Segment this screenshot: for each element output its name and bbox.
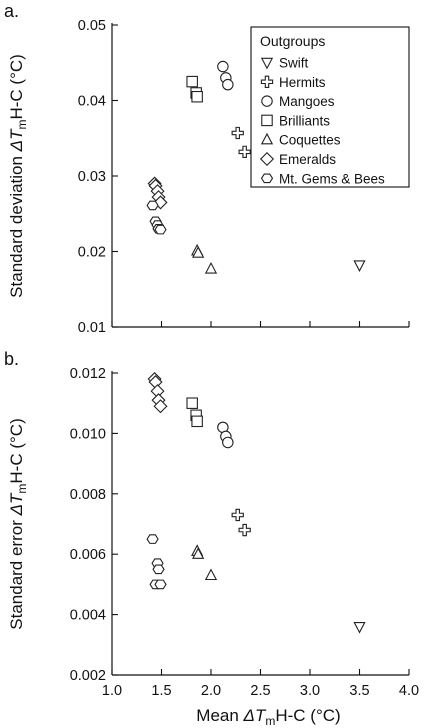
data-point-mt-gems-bees — [152, 564, 165, 575]
legend-item-swift: Swift — [260, 56, 309, 71]
data-point-emeralds — [153, 399, 168, 414]
series-brilliants — [186, 75, 203, 103]
legend-label-swift: Swift — [279, 56, 309, 71]
legend-label-coquettes: Coquettes — [279, 133, 341, 148]
y-axis-label-subscript: m — [15, 484, 29, 494]
data-point-coquettes — [204, 568, 218, 581]
x-tick-label: 1.0 — [102, 683, 122, 699]
data-point-hermits — [238, 145, 251, 158]
series-emeralds — [147, 176, 168, 210]
legend-marker-mt-gems-bees — [260, 173, 274, 184]
data-point-coquettes — [192, 246, 205, 258]
legend-item-emeralds: Emeralds — [259, 151, 336, 167]
data-point-brilliants — [186, 397, 198, 409]
legend-title: Outgroups — [260, 33, 325, 49]
legend-item-brilliants: Brilliants — [261, 113, 330, 128]
y-axis-label-prefix: Standard deviation — [7, 151, 26, 298]
x-axis-label-prefix: Mean — [196, 706, 243, 725]
y-axis-label: Standard deviation ΔTmH-C (°C) — [7, 54, 29, 298]
y-tick-label: 0.03 — [78, 169, 106, 185]
series-coquettes — [191, 544, 218, 581]
legend-label-mangoes: Mangoes — [279, 94, 335, 109]
data-point-mangoes — [217, 60, 229, 73]
data-point-hermits — [238, 523, 251, 537]
legend: Outgroups Swift Hermits Mangoes Brilliants Co… — [250, 26, 410, 188]
y-axis-label-symbol: ΔT — [7, 492, 26, 516]
panel-label: a. — [4, 1, 19, 21]
series-swift — [353, 260, 366, 272]
panel-label: b. — [4, 349, 19, 369]
series-mt-gems-bees — [146, 200, 167, 235]
legend-item-mangoes: Mangoes — [261, 94, 335, 109]
y-axis-label-suffix: H-C (°C) — [7, 54, 26, 119]
x-axis-label-subscript: m — [265, 714, 275, 728]
x-axis-label: Mean ΔTmH-C (°C) — [196, 706, 340, 728]
x-axis-label-suffix: H-C (°C) — [275, 706, 340, 725]
y-tick-label: 0.012 — [70, 366, 106, 382]
series-hermits — [231, 126, 251, 158]
x-tick-label: 4.0 — [399, 683, 419, 699]
y-tick-label: 0.004 — [70, 608, 106, 624]
legend-label-hermits: Hermits — [279, 75, 326, 90]
y-tick-label: 0.01 — [78, 320, 106, 336]
series-brilliants — [186, 397, 203, 428]
y-tick-label: 0.006 — [70, 547, 106, 563]
data-point-swift — [353, 260, 366, 272]
series-emeralds — [147, 372, 168, 414]
series-hermits — [231, 508, 251, 537]
y-tick-label: 0.008 — [70, 487, 106, 503]
data-point-mt-gems-bees — [154, 224, 167, 235]
legend-marker-coquettes — [260, 132, 274, 145]
data-point-hermits — [231, 508, 244, 522]
y-axis-label-suffix: H-C (°C) — [7, 418, 26, 483]
x-tick-label: 3.5 — [349, 683, 369, 699]
x-axis-label-symbol: ΔT — [243, 706, 267, 725]
legend-label-brilliants: Brilliants — [279, 113, 330, 128]
data-point-brilliants — [191, 415, 203, 428]
data-point-mt-gems-bees — [146, 534, 159, 544]
x-tick-label: 1.5 — [151, 683, 171, 699]
legend-label-mt-gems-bees: Mt. Gems & Bees — [279, 171, 385, 186]
panel-a: a. 0.01 0.02 0.03 0.04 0.05 Standard deviation… — [4, 1, 410, 336]
series-swift — [353, 621, 366, 634]
legend-item-mt-gems-bees: Mt. Gems & Bees — [260, 171, 385, 186]
data-point-mangoes — [222, 436, 234, 449]
data-point-mt-gems-bees — [154, 579, 167, 590]
legend-marker-brilliants — [261, 114, 273, 127]
panel-b: b. 0.002 0.004 0.006 0.008 0.010 0.012 1.0 1.5 2.… — [4, 349, 419, 728]
legend-marker-mangoes — [261, 95, 273, 107]
data-point-mangoes — [222, 78, 234, 91]
y-axis-label-prefix: Standard error — [7, 515, 26, 629]
y-tick-label: 0.002 — [70, 668, 106, 684]
y-tick-label: 0.04 — [78, 94, 106, 110]
x-tick-label: 2.0 — [201, 683, 221, 699]
series-coquettes — [191, 243, 218, 274]
data-point-swift — [353, 621, 366, 634]
y-axis-label-subscript: m — [15, 120, 29, 130]
y-axis-label: Standard error ΔTmH-C (°C) — [7, 418, 29, 629]
series-mt-gems-bees — [146, 534, 167, 590]
y-tick-label: 0.02 — [78, 245, 106, 261]
y-tick-label: 0.05 — [78, 18, 106, 34]
legend-label-emeralds: Emeralds — [279, 152, 336, 167]
data-point-brilliants — [191, 90, 203, 103]
series-mangoes — [217, 60, 234, 91]
x-tick-label: 2.5 — [250, 683, 270, 699]
data-point-brilliants — [186, 75, 198, 88]
series-mangoes — [217, 421, 234, 449]
data-point-coquettes — [204, 261, 218, 274]
legend-marker-swift — [260, 57, 274, 70]
legend-item-coquettes: Coquettes — [260, 132, 341, 148]
legend-marker-hermits — [260, 75, 274, 88]
y-axis-label-symbol: ΔT — [7, 128, 26, 152]
x-tick-label: 3.0 — [300, 683, 320, 699]
data-point-mt-gems-bees — [146, 200, 159, 211]
y-tick-label: 0.010 — [70, 426, 106, 442]
data-point-coquettes — [192, 547, 205, 559]
data-point-hermits — [231, 126, 244, 140]
legend-marker-emeralds — [259, 151, 275, 167]
legend-box — [250, 26, 410, 188]
legend-item-hermits: Hermits — [260, 75, 326, 90]
